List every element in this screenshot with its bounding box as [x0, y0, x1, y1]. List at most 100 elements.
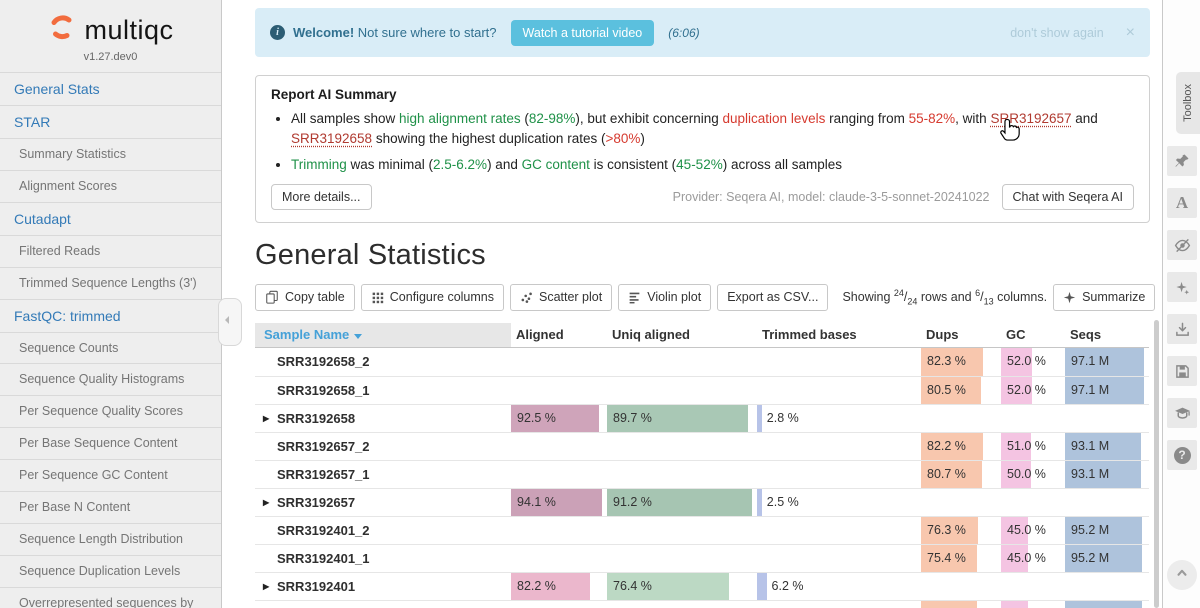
- table-row: SRR3192401_2 76.3 % 45.0 % 95.2 M: [255, 515, 1149, 544]
- sample-link[interactable]: SRR3192658: [291, 131, 373, 147]
- gc-cell: 52.0 %: [1001, 347, 1065, 376]
- sidebar-item-sequence-counts[interactable]: Sequence Counts: [0, 331, 221, 364]
- toolbox-hide-samples-icon[interactable]: [1167, 230, 1197, 260]
- column-header-aligned[interactable]: Aligned: [516, 326, 564, 342]
- dont-show-again-link[interactable]: don't show again: [1010, 25, 1104, 40]
- summary-text: ranging from: [825, 111, 909, 126]
- sidebar-item-trimmed-sequence-lengths-3[interactable]: Trimmed Sequence Lengths (3'): [0, 266, 221, 299]
- close-icon[interactable]: ×: [1125, 23, 1135, 41]
- column-header-uniq[interactable]: Uniq aligned: [612, 326, 690, 342]
- gc-value: 51.0 %: [1007, 438, 1046, 453]
- uniq-cell: [607, 517, 757, 544]
- toolbox-tab[interactable]: Toolbox: [1176, 72, 1200, 134]
- sidebar-item-per-sequence-quality-scores[interactable]: Per Sequence Quality Scores: [0, 395, 221, 427]
- sample-name-cell: SRR3192658_2: [255, 348, 511, 376]
- aligned-cell: [511, 377, 607, 404]
- expand-arrow-icon[interactable]: ▶: [263, 497, 270, 507]
- button-label: Copy table: [285, 290, 345, 305]
- table-scrollbar[interactable]: [1154, 320, 1159, 608]
- gc-bar: [1001, 544, 1028, 572]
- column-header-sample[interactable]: Sample Name: [255, 322, 511, 347]
- toolbox-pin-icon[interactable]: [1167, 146, 1197, 176]
- toolbox-download-icon[interactable]: [1167, 314, 1197, 344]
- dups-cell: 75.4 %: [921, 544, 1001, 572]
- summary-text: (: [520, 111, 529, 126]
- sidebar-collapse-handle[interactable]: [218, 298, 242, 346]
- logo-area: multiqc v1.27.dev0: [0, 0, 221, 72]
- table-row: SRR3192657_1 80.7 % 50.0 % 93.1 M: [255, 459, 1149, 488]
- sidebar-item-per-sequence-gc-content[interactable]: Per Sequence GC Content: [0, 459, 221, 491]
- seqs-bar: [1065, 460, 1141, 488]
- sample-name-cell: SRR3192401_1: [255, 545, 511, 572]
- video-duration: (6:06): [668, 25, 700, 40]
- scatter-plot-button[interactable]: Scatter plot: [509, 283, 613, 311]
- gc-cell: 50.0 %: [1001, 460, 1065, 488]
- toolbox-help-icon[interactable]: ?: [1167, 440, 1197, 470]
- sidebar-item-sequence-length-distribution[interactable]: Sequence Length Distribution: [0, 522, 221, 555]
- more-details-button[interactable]: More details...: [271, 183, 372, 210]
- gc-cell: [1001, 573, 1065, 600]
- seqs-cell: 93.1 M: [1065, 460, 1149, 488]
- gc-cell: 51.0 %: [1001, 432, 1065, 460]
- export-as-csv-button[interactable]: Export as CSV...: [717, 283, 829, 311]
- sidebar-item-sequence-quality-histograms[interactable]: Sequence Quality Histograms: [0, 363, 221, 395]
- gc-bar: [1001, 347, 1032, 376]
- dups-cell: [921, 405, 1001, 432]
- sidebar-item-filtered-reads[interactable]: Filtered Reads: [0, 234, 221, 267]
- expand-arrow-icon[interactable]: ▶: [263, 581, 270, 591]
- sample-name-cell[interactable]: ▶ SRR3192401: [255, 573, 511, 600]
- grid-icon: [371, 291, 384, 304]
- column-header-seqs[interactable]: Seqs: [1070, 326, 1102, 342]
- sample-name-cell[interactable]: ▶ SRR3192658: [255, 405, 511, 432]
- table-row: ▶ SRR3192401 82.2 % 76.4 % 6.2 %: [255, 571, 1149, 600]
- sidebar-item-sequence-duplication-levels[interactable]: Sequence Duplication Levels: [0, 554, 221, 587]
- scatter-icon: [520, 291, 533, 304]
- sidebar-item-summary-statistics[interactable]: Summary Statistics: [0, 138, 221, 170]
- summary-text: 55-82%: [908, 111, 956, 126]
- sidebar-item-star[interactable]: STAR: [0, 105, 221, 138]
- trimmed-value: 6.2 %: [771, 578, 804, 593]
- sidebar-item-per-base-n-content[interactable]: Per Base N Content: [0, 490, 221, 523]
- uniq-value: 89.7 %: [613, 410, 652, 425]
- column-header-dups[interactable]: Dups: [926, 326, 959, 342]
- violin-plot-button[interactable]: Violin plot: [618, 283, 712, 311]
- sidebar-item-alignment-scores[interactable]: Alignment Scores: [0, 169, 221, 202]
- copy-table-button[interactable]: Copy table: [255, 283, 355, 311]
- sample-name: SRR3192658_1: [277, 382, 370, 398]
- toolbox-ai-sparkle-icon[interactable]: [1167, 272, 1197, 302]
- scroll-to-top-button[interactable]: [1167, 560, 1197, 590]
- column-header-trimmed[interactable]: Trimmed bases: [762, 326, 857, 342]
- sidebar-item-overrepresented-sequences-by-sample[interactable]: Overrepresented sequences by sample: [0, 586, 221, 608]
- sample-name: SRR3192658_2: [277, 353, 370, 369]
- configure-columns-button[interactable]: Configure columns: [360, 283, 504, 311]
- aligned-value: 82.2 %: [517, 578, 556, 593]
- table-row: SRR3192658_2 82.3 % 52.0 % 97.1 M: [255, 347, 1149, 376]
- ai-provider-label: Provider: Seqera AI, model: claude-3-5-s…: [672, 189, 990, 204]
- sidebar-item-per-base-sequence-content[interactable]: Per Base Sequence Content: [0, 427, 221, 459]
- seqs-cell: 97.1 M: [1065, 376, 1149, 404]
- sidebar-item-fastqc-trimmed[interactable]: FastQC: trimmed: [0, 298, 221, 332]
- expand-arrow-icon[interactable]: ▶: [263, 413, 270, 423]
- sample-name-cell: SRR3192658_1: [255, 377, 511, 404]
- version-label: v1.27.dev0: [83, 51, 138, 63]
- sidebar-item-general-stats[interactable]: General Stats: [0, 72, 221, 105]
- watch-tutorial-button[interactable]: Watch a tutorial video: [510, 19, 655, 46]
- gc-cell: 45.0 %: [1001, 544, 1065, 572]
- dups-value: 74.1 %: [927, 601, 966, 608]
- aligned-cell: [511, 461, 607, 488]
- sidebar-item-cutadapt[interactable]: Cutadapt: [0, 201, 221, 235]
- info-icon: i: [270, 25, 285, 40]
- trimmed-cell: [757, 517, 921, 544]
- toolbox-tutorial-icon[interactable]: [1167, 398, 1197, 428]
- chat-with-seqera-button[interactable]: Chat with Seqera AI: [1001, 183, 1134, 210]
- summarize-button[interactable]: Summarize: [1053, 283, 1156, 311]
- sample-link[interactable]: SRR3192657: [990, 111, 1072, 126]
- seqs-value: 97.1 M: [1071, 382, 1110, 397]
- toolbox-highlight-samples-icon[interactable]: A: [1167, 188, 1197, 218]
- sample-name-cell[interactable]: ▶ SRR3192657: [255, 489, 511, 516]
- gc-bar: [1001, 460, 1031, 488]
- column-header-gc[interactable]: GC: [1006, 326, 1026, 342]
- gc-value: 50.0 %: [1007, 466, 1046, 481]
- trimmed-cell: 2.5 %: [757, 488, 921, 516]
- toolbox-save-icon[interactable]: [1167, 356, 1197, 386]
